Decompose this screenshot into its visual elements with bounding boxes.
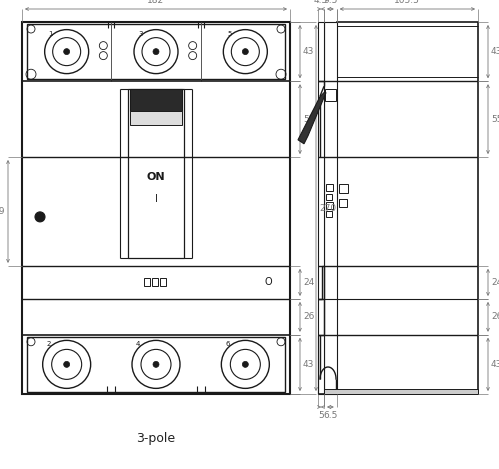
- Bar: [130, 89, 182, 111]
- Text: 4.5: 4.5: [314, 0, 328, 5]
- Bar: [130, 111, 182, 125]
- Bar: [128, 89, 184, 258]
- Text: ON: ON: [147, 172, 165, 182]
- Circle shape: [64, 49, 70, 54]
- Text: 4: 4: [136, 341, 140, 348]
- Bar: [326, 202, 333, 209]
- Text: 79: 79: [0, 207, 5, 216]
- Bar: [144, 279, 150, 287]
- Polygon shape: [298, 92, 326, 144]
- Text: 6: 6: [226, 341, 230, 348]
- Text: 43: 43: [491, 47, 499, 56]
- Circle shape: [45, 30, 89, 74]
- Text: 182: 182: [147, 0, 165, 5]
- Text: 1: 1: [49, 30, 53, 37]
- Circle shape: [153, 362, 159, 367]
- Bar: [326, 211, 332, 217]
- Text: 270: 270: [319, 204, 336, 212]
- Bar: [160, 279, 166, 287]
- Bar: [22, 22, 290, 394]
- Text: 9.5: 9.5: [323, 0, 337, 5]
- Text: 26: 26: [491, 312, 499, 321]
- Text: 5: 5: [318, 411, 324, 420]
- Text: 5: 5: [228, 30, 232, 37]
- Text: 55: 55: [491, 114, 499, 124]
- Circle shape: [43, 340, 91, 388]
- Bar: [27, 24, 285, 79]
- Circle shape: [132, 340, 180, 388]
- Bar: [326, 184, 333, 191]
- Bar: [324, 22, 337, 394]
- Circle shape: [153, 49, 159, 54]
- Bar: [324, 389, 478, 394]
- Bar: [152, 279, 158, 287]
- Bar: [337, 22, 478, 394]
- Text: 2: 2: [47, 341, 51, 348]
- Circle shape: [222, 340, 269, 388]
- Circle shape: [134, 30, 178, 74]
- Text: 6.5: 6.5: [323, 411, 337, 420]
- Text: 24: 24: [303, 278, 314, 287]
- Circle shape: [243, 49, 249, 54]
- Text: 43: 43: [303, 360, 314, 369]
- Text: 24: 24: [491, 278, 499, 287]
- Bar: [339, 199, 347, 207]
- Text: 105.5: 105.5: [394, 0, 420, 5]
- Text: I: I: [155, 194, 158, 204]
- Circle shape: [35, 212, 45, 222]
- Bar: [27, 337, 285, 392]
- Bar: [339, 184, 348, 193]
- Bar: [318, 22, 324, 394]
- Text: O: O: [264, 277, 272, 287]
- Circle shape: [224, 30, 267, 74]
- Text: 43: 43: [303, 47, 314, 56]
- Bar: [326, 194, 332, 200]
- Bar: [325, 89, 336, 101]
- Text: 43: 43: [491, 360, 499, 369]
- Text: 3: 3: [138, 30, 143, 37]
- Text: 26: 26: [303, 312, 314, 321]
- Circle shape: [64, 362, 70, 367]
- Circle shape: [243, 362, 249, 367]
- Text: 55: 55: [303, 114, 314, 124]
- Text: 3-pole: 3-pole: [136, 432, 176, 445]
